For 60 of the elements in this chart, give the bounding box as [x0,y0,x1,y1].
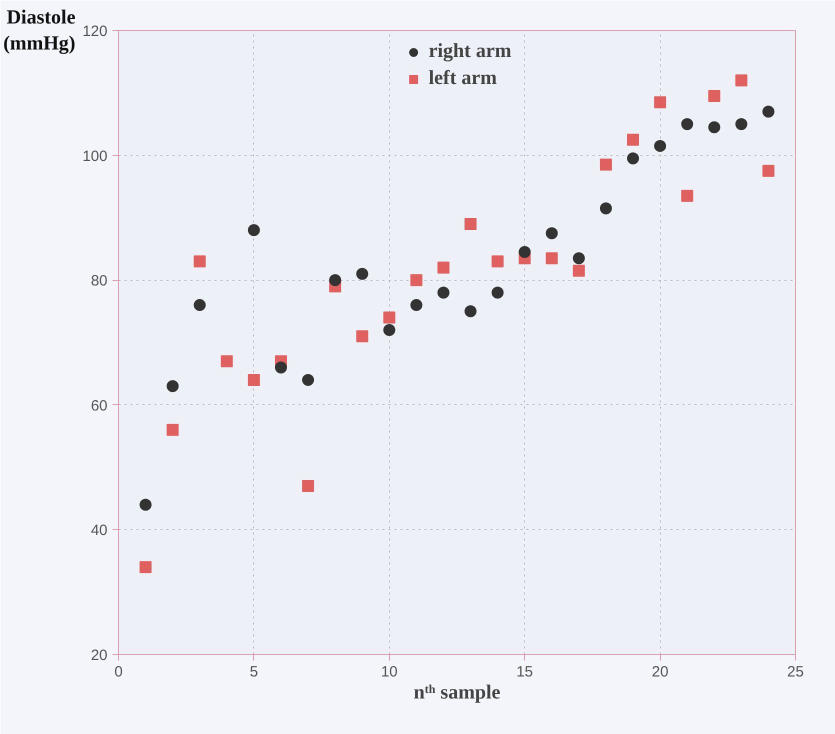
point [654,140,666,152]
point [194,299,206,312]
point [546,227,558,240]
point [166,424,179,436]
point [600,158,612,171]
point [708,90,720,102]
point [302,480,314,492]
y-tick-label: 80 [90,272,108,290]
point [492,286,504,299]
y-tick-label: 40 [90,522,108,540]
legend-label: left arm [428,67,497,90]
point [492,255,504,268]
point [518,246,531,258]
x-tick-label: 10 [380,664,398,680]
x-tick-label: 0 [114,664,123,680]
point [708,121,720,134]
x-tick-label: 20 [652,664,668,680]
x-axis-title: nᵗʰ sample [414,682,501,704]
point [654,96,666,108]
point [220,355,233,368]
point [627,152,640,164]
point [248,224,260,236]
point [410,274,422,286]
point [302,374,314,386]
y-tick-label: 60 [90,397,108,414]
point [735,74,748,86]
point [762,106,774,118]
x-tick-label: 15 [516,664,534,680]
point [166,380,179,392]
point [681,118,694,130]
point [140,498,152,511]
point [248,374,260,386]
point [274,361,287,374]
y-tick-label: 100 [82,148,108,165]
point [627,134,640,146]
point [410,299,422,312]
point [735,118,748,130]
y-tick-label: 20 [90,647,108,664]
point [437,262,450,274]
point [572,264,585,277]
legend-label: right arm [428,40,512,63]
point [464,218,477,230]
point [194,255,206,268]
point [383,324,396,336]
point [140,561,152,574]
point [329,274,342,286]
point [383,312,396,324]
x-tick-label: 25 [787,664,804,680]
point [546,252,558,264]
point [600,202,612,214]
x-tick-label: 5 [250,664,258,680]
point [762,164,774,177]
point [356,330,368,342]
point [464,305,477,318]
point [681,190,694,202]
y-tick-label: 120 [82,23,108,40]
point [437,286,450,299]
point [356,268,368,280]
point [572,252,585,264]
y-axis-title: Diastole (mmHg) [3,6,76,55]
